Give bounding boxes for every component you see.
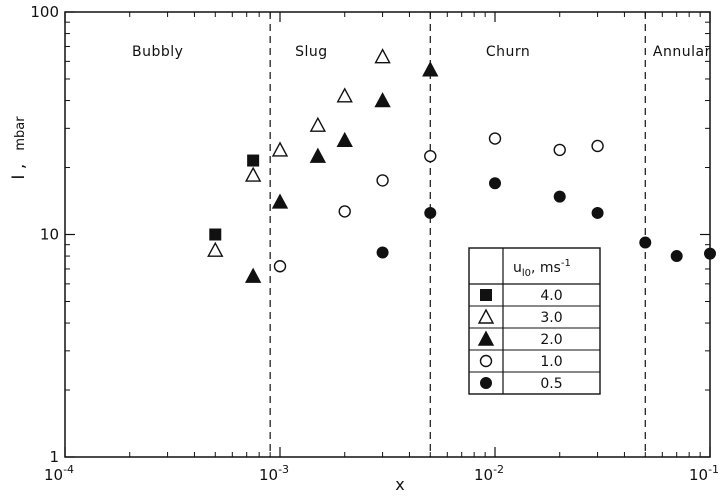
data-point — [309, 116, 327, 132]
regime-boundaries — [269, 12, 646, 457]
data-point — [553, 143, 566, 157]
data-point — [309, 147, 327, 163]
data-point — [336, 87, 353, 103]
y-axis-symbol: I , — [9, 164, 29, 180]
legend-entry-label: 4.0 — [540, 288, 562, 304]
legend: ul0, ms-1 4.0 3.0 2.0 1.0 0.5 — [468, 247, 601, 395]
legend-marker — [480, 289, 492, 301]
region-label: Annular — [653, 44, 711, 60]
legend-entry-label: 3.0 — [540, 310, 562, 326]
x-tick-label: 10-1 — [689, 463, 719, 484]
y-tick-label: 10 — [40, 226, 59, 244]
plot-area-border — [64, 11, 711, 458]
data-point — [704, 247, 716, 260]
data-point — [670, 250, 683, 263]
region-label: Slug — [295, 44, 328, 60]
data-point — [244, 166, 262, 182]
plot-frame — [64, 11, 711, 458]
data-point — [424, 206, 437, 219]
data-point — [422, 61, 439, 77]
data-point — [209, 228, 222, 241]
axis-ticks: 10-4 10-3 10-2 10-1 1 10 100 — [30, 3, 719, 484]
y-axis-unit: mbar — [13, 116, 28, 151]
data-point — [336, 131, 353, 148]
data-point — [591, 139, 604, 153]
legend-entry-label: 2.0 — [540, 332, 562, 348]
legend-marker — [477, 308, 495, 324]
legend-entry-label: 1.0 — [540, 354, 562, 370]
data-point — [247, 154, 260, 167]
legend-marker — [477, 330, 495, 346]
y-tick-label: 100 — [30, 3, 59, 21]
data-point — [273, 260, 287, 273]
data-point — [639, 236, 652, 249]
legend-marker — [479, 354, 493, 368]
y-axis-label: I , mbar — [9, 116, 29, 180]
data-point — [376, 246, 389, 259]
data-point — [374, 92, 391, 108]
legend-marker — [480, 377, 492, 389]
data-point — [591, 206, 604, 219]
data-point — [424, 149, 437, 163]
data-point — [488, 132, 502, 145]
region-label: Churn — [486, 44, 530, 60]
data-markers — [207, 48, 716, 283]
x-tick-label: 10-4 — [44, 463, 74, 484]
region-labels: Bubbly Slug Churn Annular — [132, 44, 711, 60]
x-tick-label: 10-3 — [259, 463, 289, 484]
x-tick-label: 10-2 — [474, 463, 504, 484]
y-tick-label: 1 — [49, 448, 59, 466]
x-axis-label: x — [395, 475, 404, 494]
data-point — [244, 267, 262, 283]
data-point — [374, 48, 391, 64]
data-point — [271, 193, 289, 209]
data-point — [338, 205, 351, 218]
data-point — [271, 141, 289, 157]
region-label: Bubbly — [132, 44, 183, 60]
legend-header: ul0, ms-1 — [513, 258, 571, 279]
data-point — [376, 174, 389, 187]
data-point — [553, 190, 566, 203]
data-point — [207, 241, 224, 257]
data-point — [489, 177, 501, 190]
legend-entry-label: 0.5 — [540, 376, 562, 392]
